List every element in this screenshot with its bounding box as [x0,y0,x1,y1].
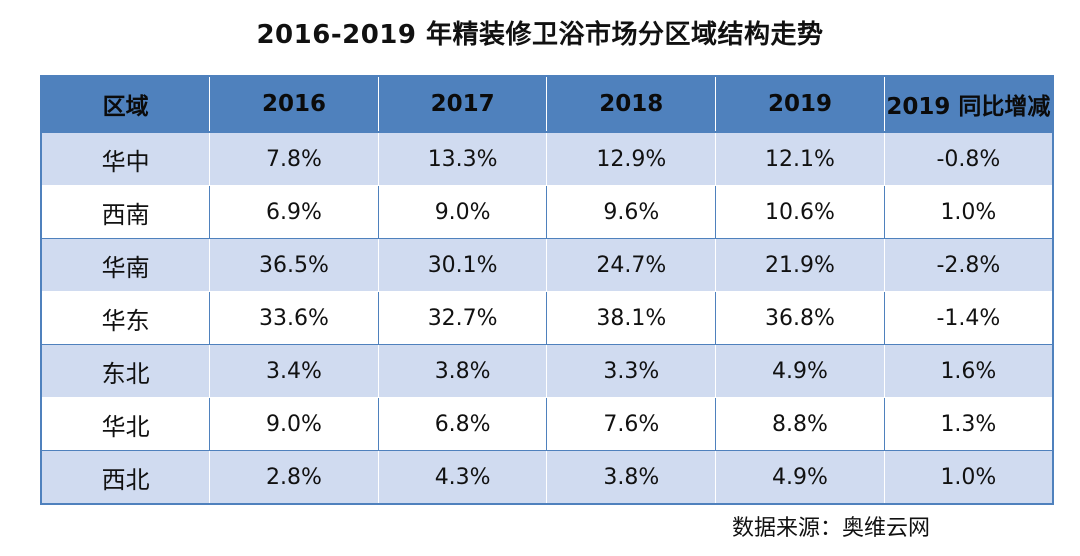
value-cell: 1.6% [883,344,1054,398]
region-cell: 华东 [40,291,211,345]
column-header: 2019 [715,75,885,133]
table-row: 东北 3.4% 3.8% 3.3% 4.9% 1.6% [40,344,1054,398]
value-cell: 7.6% [546,397,717,451]
value-cell: 36.5% [209,238,379,292]
table-row: 华东 33.6% 32.7% 38.1% 36.8% -1.4% [40,291,1054,345]
table-body: 华中 7.8% 13.3% 12.9% 12.1% -0.8% 西南 6.9% 9.0% 9.6%… [40,131,1054,505]
chart-title: 2016-2019 年精装修卫浴市场分区域结构走势 [256,20,824,50]
value-cell: 8.8% [715,397,885,451]
value-cell: -1.4% [883,291,1054,345]
data-source: 数据来源：奥维云网 [731,516,930,541]
value-cell: 3.3% [546,344,717,398]
value-cell: -2.8% [883,238,1054,292]
column-header: 2016 [209,75,379,133]
table-row: 华北 9.0% 6.8% 7.6% 8.8% 1.3% [40,397,1054,451]
value-cell: 9.0% [377,185,548,239]
value-cell: 1.0% [883,185,1054,239]
table-row: 华南 36.5% 30.1% 24.7% 21.9% -2.8% [40,238,1054,292]
value-cell: 32.7% [377,291,548,345]
region-cell: 西北 [40,450,211,505]
value-cell: 36.8% [715,291,885,345]
value-cell: 3.8% [377,344,548,398]
value-cell: 12.1% [715,131,885,186]
value-cell: 4.9% [715,450,885,505]
value-cell: 30.1% [377,238,548,292]
table-row: 西北 2.8% 4.3% 3.8% 4.9% 1.0% [40,450,1054,505]
table-row: 华中 7.8% 13.3% 12.9% 12.1% -0.8% [40,131,1054,186]
value-cell: 4.3% [377,450,548,505]
table-header-row: 区域 2016 2017 2018 2019 2019 同比增减 [40,75,1054,133]
table-row: 西南 6.9% 9.0% 9.6% 10.6% 1.0% [40,185,1054,239]
column-header: 2017 [377,75,548,133]
value-cell: 38.1% [546,291,717,345]
value-cell: 12.9% [546,131,717,186]
value-cell: 10.6% [715,185,885,239]
value-cell: 2.8% [209,450,379,505]
value-cell: 9.0% [209,397,379,451]
region-share-table: 区域 2016 2017 2018 2019 2019 同比增减 华中 7.8% 13.3% 1… [40,75,1054,505]
value-cell: 7.8% [209,131,379,186]
value-cell: 4.9% [715,344,885,398]
value-cell: 1.3% [883,397,1054,451]
value-cell: 13.3% [377,131,548,186]
region-cell: 华中 [40,131,211,186]
value-cell: 24.7% [546,238,717,292]
region-cell: 西南 [40,185,211,239]
value-cell: 33.6% [209,291,379,345]
value-cell: 6.8% [377,397,548,451]
value-cell: 1.0% [883,450,1054,505]
value-cell: 9.6% [546,185,717,239]
column-header: 区域 [40,75,211,133]
region-cell: 华北 [40,397,211,451]
column-header: 2018 [546,75,717,133]
value-cell: 6.9% [209,185,379,239]
value-cell: -0.8% [883,131,1054,186]
value-cell: 3.8% [546,450,717,505]
column-header: 2019 同比增减 [883,75,1054,133]
value-cell: 21.9% [715,238,885,292]
region-cell: 东北 [40,344,211,398]
value-cell: 3.4% [209,344,379,398]
region-cell: 华南 [40,238,211,292]
